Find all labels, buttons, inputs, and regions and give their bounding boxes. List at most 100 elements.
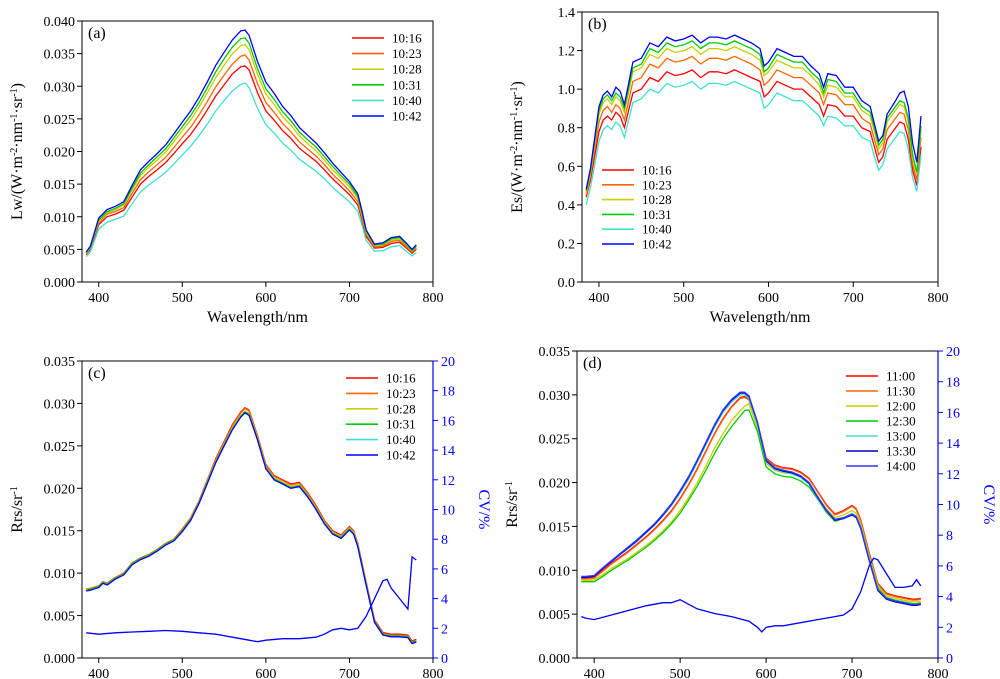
series-line-10:31 (86, 411, 417, 644)
y2-tick-label: 16 (441, 414, 455, 429)
panel-1-y-axis-title: Es/(W·m-2·nm-1·sr-1) (509, 81, 527, 213)
series-line-10:31 (585, 40, 922, 192)
panel-0-x-axis-title: Wavelength/nm (207, 309, 308, 326)
series-line-10:40 (585, 80, 922, 206)
y-tick-label: 0.4 (558, 199, 576, 214)
y-axis-title-part: -1 (509, 112, 520, 120)
y2-tick-label: 12 (946, 468, 960, 483)
panel-3-y2-axis-title: CV/% (980, 485, 997, 525)
y-tick-label: 0.035 (44, 355, 76, 370)
y-tick-label: 0.020 (44, 482, 76, 497)
y-axis-title-part: -1 (9, 114, 20, 122)
y-tick-label: 0.000 (44, 276, 76, 291)
series-line-10:40 (85, 82, 417, 258)
x-tick-label: 600 (255, 667, 276, 679)
legend-entry-label: 14:00 (886, 459, 916, 474)
x-tick-label: 400 (88, 291, 109, 306)
cv-series-line (581, 557, 922, 633)
legend-entry-label: 10:23 (392, 46, 422, 61)
y2-tick-label: 4 (946, 591, 953, 606)
legend-entry-label: 10:28 (642, 192, 672, 207)
panel-3-y-axis-title: Rrs/sr-1 (504, 481, 522, 528)
x-tick-label: 500 (670, 667, 691, 679)
panel-2-label: (c) (88, 365, 106, 382)
series-line-10:42 (585, 34, 922, 190)
y-axis-title-part: Lw/(W·m (9, 155, 26, 220)
y2-tick-label: 0 (441, 652, 448, 667)
y-axis-title-part: ) (509, 81, 526, 86)
legend-entry-label: 11:00 (886, 369, 915, 384)
legend-entry-label: 10:28 (392, 62, 422, 77)
y2-tick-label: 12 (441, 474, 455, 489)
legend-entry-label: 10:28 (386, 401, 416, 416)
series-line-13:30 (581, 392, 921, 607)
series-line-10:16 (86, 406, 417, 642)
y2-tick-label: 16 (946, 406, 960, 421)
y-axis-title-part: ) (9, 83, 26, 88)
panel-0-label: (a) (88, 25, 106, 42)
panel-1: 400 500 600 700 800 0.0 0.2 0.4 0.6 0.8 1.0 1.2 1.4 W… (509, 6, 949, 326)
y2-tick-label: 14 (441, 444, 455, 459)
series-line-10:16 (585, 69, 922, 198)
panel-3: 400 500 600 700 800 0.000 0.005 0.010 0.015 0.020… (504, 345, 998, 679)
legend-entry-label: 10:31 (392, 77, 422, 92)
x-tick-label: 500 (172, 667, 193, 679)
y-tick-label: 0.035 (539, 345, 571, 360)
legend-entry-label: 10:31 (386, 417, 416, 432)
legend-entry-label: 10:42 (642, 237, 672, 252)
y2-tick-label: 18 (441, 385, 455, 400)
y-axis-title-part: -2 (9, 148, 20, 156)
y-tick-label: 0.025 (44, 440, 76, 455)
legend-entry-label: 10:23 (386, 386, 416, 401)
x-tick-label: 700 (842, 667, 863, 679)
x-tick-label: 800 (928, 667, 949, 679)
panel-0: 400 500 600 700 800 0.000 0.005 0.010 0.015 0.020… (9, 15, 444, 326)
x-tick-label: 500 (673, 291, 694, 306)
y2-tick-label: 4 (441, 593, 448, 608)
y2-tick-label: 8 (946, 529, 953, 544)
x-tick-label: 700 (339, 667, 360, 679)
x-tick-label: 600 (756, 667, 777, 679)
series-line-11:30 (581, 396, 921, 601)
y-tick-label: 0.000 (44, 652, 76, 667)
y2-tick-label: 8 (441, 533, 448, 548)
legend-entry-label: 10:40 (392, 93, 422, 108)
series-line-10:28 (86, 410, 417, 644)
y-tick-label: 0.020 (539, 477, 571, 492)
panel-0-y-axis-title: Lw/(W·m-2·nm-1·sr-1) (9, 83, 27, 220)
x-tick-label: 800 (423, 291, 444, 306)
y2-tick-label: 6 (946, 560, 953, 575)
y-tick-label: 0.030 (44, 80, 76, 95)
panel-3-label: (d) (583, 355, 602, 372)
cv-series-line (86, 555, 417, 643)
series-line-10:42 (85, 29, 417, 253)
legend-entry-label: 12:30 (886, 414, 916, 429)
y-axis-title-part: -1 (9, 88, 20, 96)
series-line-14:00 (581, 391, 921, 606)
x-tick-label: 500 (172, 291, 193, 306)
y-tick-label: 0.010 (539, 564, 571, 579)
x-tick-label: 400 (584, 667, 605, 679)
legend-entry-label: 10:23 (642, 177, 672, 192)
y-tick-label: 0.025 (44, 113, 76, 128)
y-tick-label: 0.015 (44, 178, 76, 193)
panel-2: 400 500 600 700 800 0.000 0.005 0.010 0.015 0.020… (9, 355, 493, 679)
y2-tick-label: 14 (946, 437, 960, 452)
y-tick-label: 0.6 (558, 160, 576, 175)
x-tick-label: 800 (928, 291, 949, 306)
panel-1-label: (b) (588, 16, 607, 33)
series-line-12:30 (581, 409, 921, 605)
y-tick-label: 0.030 (44, 397, 76, 412)
series-line-10:23 (86, 407, 417, 643)
legend-entry-label: 10:40 (642, 222, 672, 237)
y2-tick-label: 2 (441, 622, 448, 637)
y-tick-label: 0.005 (539, 608, 571, 623)
y-axis-title-part: ·sr (9, 96, 26, 114)
y2-tick-label: 6 (441, 563, 448, 578)
legend-entry-label: 10:42 (386, 448, 416, 463)
y-tick-label: 0.030 (539, 389, 571, 404)
